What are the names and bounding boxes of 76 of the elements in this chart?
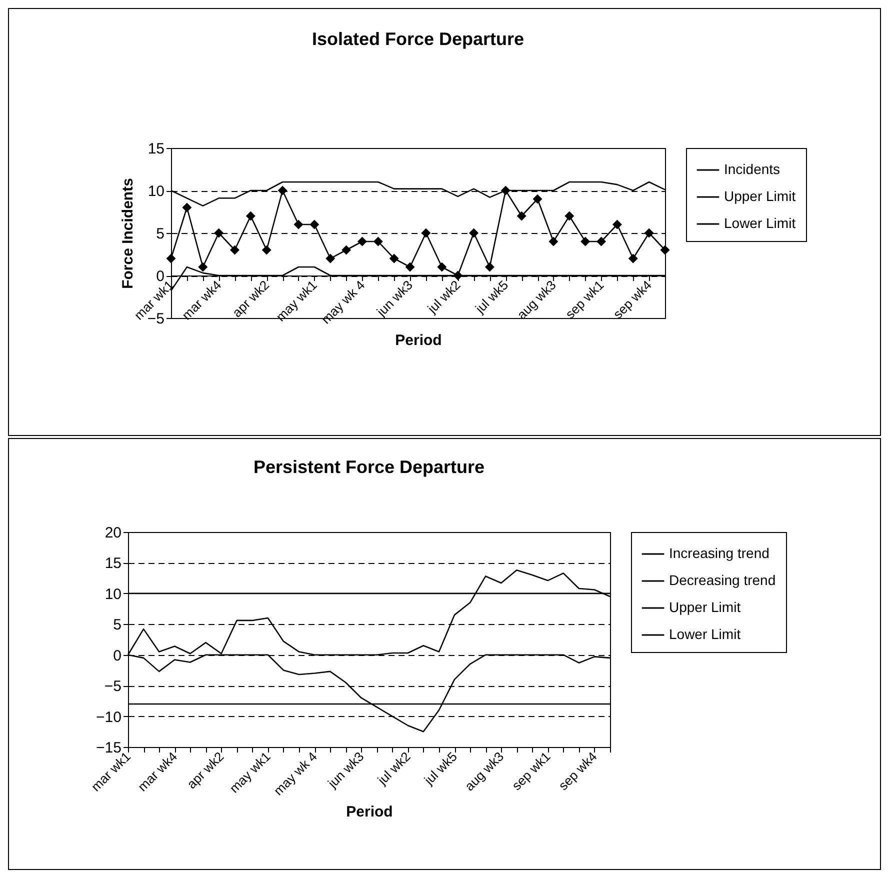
point	[326, 254, 336, 264]
x-tick-label: sep wk4	[610, 277, 655, 322]
point	[278, 186, 288, 196]
legend-label: Incidents	[724, 161, 780, 177]
point	[580, 236, 590, 246]
x-tick-label: sep wk1	[508, 748, 554, 794]
point	[373, 236, 383, 246]
point	[660, 245, 670, 255]
x-tick-label: apr wk2	[229, 277, 272, 320]
point	[453, 270, 463, 280]
point	[469, 228, 479, 238]
y-tick-label: 0	[113, 647, 122, 664]
point	[246, 211, 256, 221]
point	[532, 194, 542, 204]
x-tick-label: jul wk2	[374, 748, 414, 788]
x-tick-label: jul wk5	[420, 748, 460, 788]
point	[628, 254, 638, 264]
y-tick-label: 10	[104, 586, 122, 603]
point	[389, 254, 399, 264]
point	[596, 236, 606, 246]
point	[644, 228, 654, 238]
y-tick-label: −10	[96, 708, 122, 726]
point	[230, 245, 240, 255]
point	[500, 186, 510, 196]
point	[612, 220, 622, 230]
x-tick-label: jun wk3	[373, 277, 416, 320]
x-tick-label: aug wk3	[462, 748, 507, 794]
x-tick-label: may wk1	[272, 277, 320, 324]
y-tick-label: 20	[104, 524, 122, 542]
point	[516, 211, 526, 221]
point	[294, 220, 304, 230]
y-axis-title: Force Incidents	[119, 178, 136, 289]
point	[437, 262, 447, 272]
legend-label: Lower Limit	[724, 215, 796, 231]
y-tick-label: 15	[104, 555, 122, 572]
y-tick-label: 15	[148, 140, 164, 158]
point	[166, 254, 176, 264]
y-tick-label: 10	[148, 183, 164, 200]
x-tick-label: jul wk5	[472, 277, 512, 317]
x-tick-label: may wk 4	[270, 748, 320, 798]
y-tick-label: −15	[96, 740, 122, 756]
legend-label: Increasing trend	[669, 545, 770, 561]
x-tick-label: apr wk2	[184, 748, 227, 792]
legend-label: Lower Limit	[669, 626, 741, 642]
x-tick-label: jul wk2	[424, 277, 464, 317]
point	[405, 262, 415, 272]
chart-title: Persistent Force Departure	[253, 457, 485, 477]
legend-label: Upper Limit	[724, 188, 796, 204]
x-tick-label: may wk 4	[318, 277, 368, 327]
point	[421, 228, 431, 238]
x-tick-label: mar wk4	[134, 748, 180, 794]
x-tick-label: mar wk4	[178, 277, 224, 323]
point	[198, 262, 208, 272]
point	[262, 245, 272, 255]
x-tick-label: jun wk3	[324, 748, 367, 792]
x-tick-label: sep wk4	[556, 748, 600, 794]
point	[484, 262, 494, 272]
x-tick-label: sep wk1	[562, 277, 607, 322]
point	[548, 236, 558, 246]
y-tick-label: 5	[113, 616, 122, 634]
x-axis-title: Period	[395, 332, 442, 349]
x-tick-label: may wk1	[226, 748, 274, 796]
y-tick-label: −5	[104, 678, 122, 696]
y-tick-label: 0	[156, 268, 164, 285]
point	[357, 236, 367, 246]
y-tick-label: 5	[156, 226, 164, 242]
point	[310, 220, 320, 230]
point	[182, 202, 192, 212]
point	[564, 211, 574, 221]
chart-title: Isolated Force Departure	[312, 29, 524, 49]
legend-label: Upper Limit	[669, 599, 741, 615]
x-tick-label: aug wk3	[514, 277, 559, 322]
point	[214, 228, 224, 238]
x-axis-title: Period	[346, 803, 393, 820]
legend-label: Decreasing trend	[669, 572, 776, 588]
point	[342, 245, 352, 255]
